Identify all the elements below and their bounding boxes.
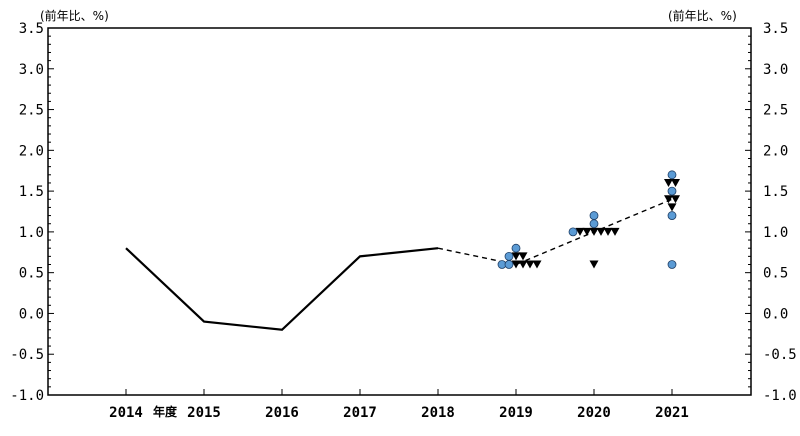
right-unit-label: (前年比、%) — [668, 8, 737, 23]
circle-marker — [511, 243, 521, 253]
series-lines — [125, 198, 673, 331]
triangle-marker — [603, 227, 613, 236]
triangle-marker — [511, 252, 521, 261]
circle-marker — [667, 186, 677, 196]
x-tick-label: 2016 — [265, 405, 299, 421]
y-tick-label-right: -1.0 — [763, 388, 797, 404]
y-tick-label-left: 1.5 — [19, 184, 44, 200]
left-unit-label: (前年比、%) — [40, 8, 109, 23]
forecast-median-line — [437, 198, 673, 266]
x-tick-label: 2015 — [187, 405, 221, 421]
y-tick-label-left: -1.0 — [10, 388, 44, 404]
y-tick-label-left: -0.5 — [10, 347, 44, 363]
y-tick-label-left: 2.0 — [19, 143, 44, 159]
triangle-marker — [610, 227, 620, 236]
y-tick-label-left: 3.0 — [19, 62, 44, 78]
scatter-markers — [497, 170, 680, 269]
y-tick-label-right: 3.5 — [763, 21, 788, 37]
circle-marker — [667, 211, 677, 220]
triangle-marker — [518, 252, 528, 261]
x-unit-label: 年度 — [153, 404, 178, 419]
left-axis-ticks: 3.5 3.0 2.5 2.0 1.5 1.0 0.5 0.0 -0.5 -1.0 — [10, 21, 54, 404]
y-tick-label-right: 3.0 — [763, 62, 788, 78]
triangle-marker — [518, 260, 528, 269]
triangle-marker — [667, 203, 677, 212]
x-tick-label: 2014 — [109, 405, 143, 421]
circle-marker — [568, 227, 578, 237]
triangle-marker — [596, 227, 606, 236]
y-tick-label-right: 0.5 — [763, 266, 788, 282]
circle-marker — [589, 219, 599, 229]
actual-line — [125, 247, 439, 331]
x-tick-label: 2021 — [655, 405, 689, 421]
y-tick-label-right: -0.5 — [763, 347, 797, 363]
x-tick-label: 2019 — [499, 405, 533, 421]
y-tick-label-right: 1.5 — [763, 184, 788, 200]
triangle-marker — [671, 178, 680, 187]
y-tick-label-left: 0.5 — [19, 266, 44, 282]
triangle-marker — [589, 260, 599, 269]
circle-marker — [667, 260, 677, 269]
y-tick-label-left: 3.5 — [19, 21, 44, 37]
x-tick-label: 2018 — [421, 405, 455, 421]
y-tick-label-left: 0.0 — [19, 306, 44, 322]
triangle-marker — [671, 195, 680, 204]
triangle-marker — [582, 227, 592, 236]
triangle-marker — [575, 227, 585, 236]
y-tick-label-right: 2.5 — [763, 103, 788, 119]
triangle-marker — [664, 178, 673, 187]
x-axis: 2014 2015 2016 2017 2018 2019 2020 2021 年度 — [109, 389, 689, 421]
circle-marker — [589, 211, 599, 220]
right-axis-ticks: 3.5 3.0 2.5 2.0 1.5 1.0 0.5 0.0 -0.5 -1.0 — [745, 21, 797, 404]
x-tick-label: 2017 — [343, 405, 377, 421]
circle-marker — [504, 251, 514, 261]
y-tick-label-left: 2.5 — [19, 103, 44, 119]
circle-marker — [667, 170, 677, 180]
triangle-marker — [532, 260, 542, 269]
triangle-marker — [664, 195, 673, 204]
y-tick-label-right: 2.0 — [763, 143, 788, 159]
y-tick-label-right: 1.0 — [763, 225, 788, 241]
circle-marker — [504, 260, 514, 269]
y-tick-label-right: 0.0 — [763, 306, 788, 322]
plot-frame — [47, 27, 752, 396]
y-tick-label-left: 1.0 — [19, 225, 44, 241]
triangle-marker — [589, 227, 599, 236]
triangle-marker — [511, 260, 521, 269]
triangle-marker — [525, 260, 535, 269]
x-tick-label: 2020 — [577, 405, 611, 421]
